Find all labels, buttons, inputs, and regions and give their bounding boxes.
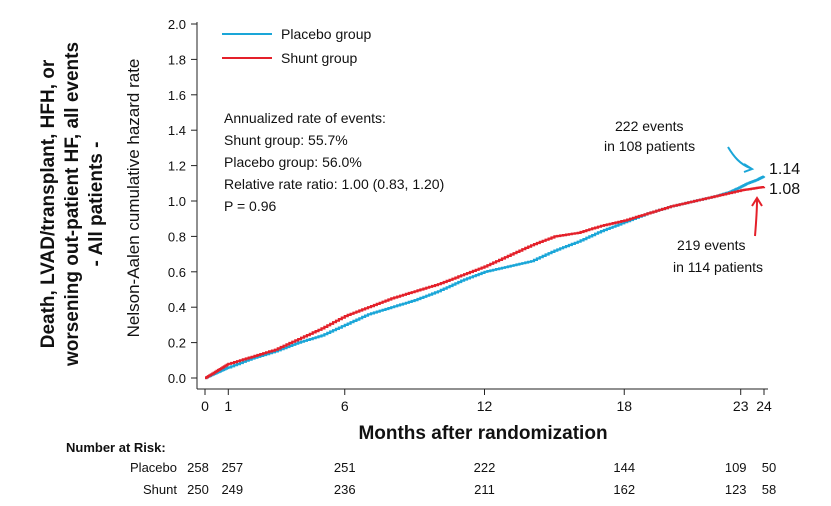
y-tick-label: 1.0 bbox=[168, 194, 186, 209]
y-tick-label: 0.8 bbox=[168, 229, 186, 244]
placebo-arrow-head bbox=[743, 163, 755, 173]
stats-line-3: Placebo group: 56.0% bbox=[224, 154, 362, 170]
y-tick-label: 0.2 bbox=[168, 336, 186, 351]
placebo-events-line-2: in 108 patients bbox=[604, 138, 695, 154]
x-tick-label: 12 bbox=[477, 398, 493, 414]
risk-cell: 222 bbox=[474, 460, 496, 475]
x-tick-label: 6 bbox=[341, 398, 349, 414]
outer-y-label-line-3: - All patients - bbox=[86, 142, 107, 267]
risk-cell: 50 bbox=[762, 460, 776, 475]
end-label-shunt: 1.08 bbox=[769, 181, 800, 198]
y-ticks: 0.0 0.2 0.4 0.6 0.8 1.0 1.2 1.4 1.6 1.8 2.0 bbox=[168, 17, 197, 386]
stats-line-4: Relative rate ratio: 1.00 (0.83, 1.20) bbox=[224, 176, 444, 192]
risk-cell: 251 bbox=[334, 460, 356, 475]
series-line-shunt bbox=[205, 186, 766, 380]
legend: Placebo group Shunt group bbox=[222, 26, 372, 66]
outer-y-label-line-1: Death, LVAD/transplant, HFH, or bbox=[38, 59, 59, 348]
y-tick-label: 1.2 bbox=[168, 159, 186, 174]
risk-row-label-placebo: Placebo bbox=[130, 460, 177, 475]
risk-cell: 236 bbox=[334, 482, 356, 497]
legend-label-placebo: Placebo group bbox=[281, 26, 372, 42]
legend-label-shunt: Shunt group bbox=[281, 50, 357, 66]
risk-cell: 162 bbox=[613, 482, 635, 497]
y-tick-label: 0.4 bbox=[168, 300, 186, 315]
risk-table-title: Number at Risk: bbox=[66, 440, 166, 455]
x-tick-label: 23 bbox=[733, 398, 749, 414]
risk-row-label-shunt: Shunt bbox=[143, 482, 177, 497]
risk-cell: 250 bbox=[187, 482, 209, 497]
risk-cell: 258 bbox=[187, 460, 209, 475]
outer-y-label-line-2: worsening out-patient HF, all events bbox=[62, 42, 83, 367]
risk-cell: 249 bbox=[221, 482, 243, 497]
placebo-events-line-1: 222 events bbox=[615, 118, 684, 134]
outer-y-label: Death, LVAD/transplant, HFH, or worsenin… bbox=[38, 42, 107, 367]
y-tick-label: 0.6 bbox=[168, 265, 186, 280]
risk-cell: 109 bbox=[725, 460, 747, 475]
x-tick-label: 18 bbox=[616, 398, 632, 414]
shunt-events-line-2: in 114 patients bbox=[673, 259, 763, 275]
x-tick-label: 0 bbox=[201, 398, 209, 414]
series-lines bbox=[205, 175, 766, 380]
y-tick-label: 1.6 bbox=[168, 88, 186, 103]
shunt-arrow-head bbox=[751, 196, 763, 207]
series-line-placebo bbox=[205, 175, 766, 380]
risk-cell: 144 bbox=[613, 460, 635, 475]
stats-line-2: Shunt group: 55.7% bbox=[224, 132, 348, 148]
x-tick-label: 24 bbox=[756, 398, 772, 414]
risk-table-values: 258 257 251 222 144 109 50 250 249 236 211 162 123 58 bbox=[187, 460, 776, 497]
y-tick-label: 2.0 bbox=[168, 17, 186, 32]
y-tick-label: 0.0 bbox=[168, 371, 186, 386]
risk-cell: 58 bbox=[762, 482, 776, 497]
stats-annotation: Annualized rate of events: Shunt group: … bbox=[224, 110, 444, 214]
stats-line-5: P = 0.96 bbox=[224, 198, 277, 214]
y-axis-label: Nelson-Aalen cumulative hazard rate bbox=[124, 59, 143, 338]
stats-line-1: Annualized rate of events: bbox=[224, 110, 386, 126]
end-label-placebo: 1.14 bbox=[769, 161, 800, 178]
risk-cell: 123 bbox=[725, 482, 747, 497]
shunt-events-line-1: 219 events bbox=[677, 237, 746, 253]
x-tick-label: 1 bbox=[224, 398, 232, 414]
x-axis-label: Months after randomization bbox=[358, 423, 607, 444]
shunt-arrow bbox=[754, 199, 758, 237]
shunt-events-annotation: 219 events in 114 patients bbox=[673, 237, 763, 275]
placebo-events-annotation: 222 events in 108 patients bbox=[604, 118, 695, 154]
risk-cell: 211 bbox=[474, 482, 495, 497]
y-tick-label: 1.4 bbox=[168, 123, 186, 138]
y-tick-label: 1.8 bbox=[168, 52, 186, 67]
risk-cell: 257 bbox=[221, 460, 243, 475]
x-ticks: 0 1 6 12 18 23 24 bbox=[201, 389, 772, 414]
